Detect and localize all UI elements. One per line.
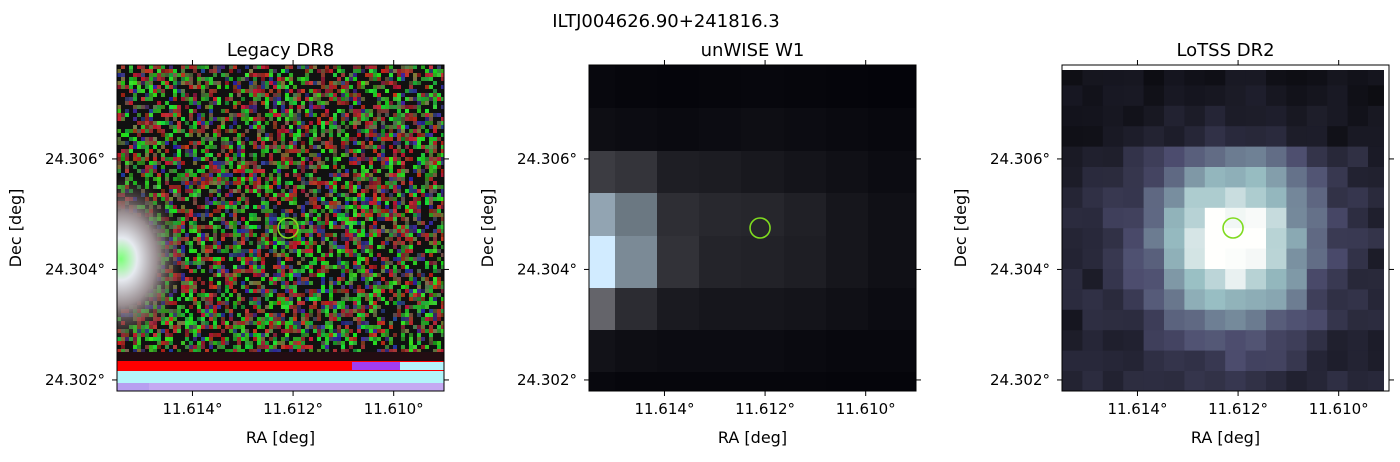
y-tick-label: 24.306°	[990, 150, 1050, 168]
x-tick-label: 11.612°	[263, 400, 323, 418]
x-tick-label: 11.610°	[1309, 400, 1369, 418]
source-marker	[749, 217, 771, 239]
x-tick-label: 11.612°	[1208, 400, 1268, 418]
panel-title: unWISE W1	[701, 40, 805, 61]
panel-1: 11.614° 11.612° 11.610° 24.302° 24.304° 24.30…	[6, 40, 449, 447]
axes-frame	[1061, 64, 1390, 392]
panel-image	[117, 65, 444, 391]
y-tick-label: 24.302°	[990, 371, 1050, 389]
y-tick-label: 24.304°	[45, 260, 105, 278]
x-tick-label: 11.610°	[836, 400, 896, 418]
x-axis-label: RA [deg]	[1191, 428, 1260, 447]
y-tick-label: 24.302°	[45, 371, 105, 389]
panel-image	[1062, 65, 1389, 391]
y-tick-label: 24.302°	[517, 371, 577, 389]
panel-3: 11.614° 11.612° 11.610° 24.302° 24.304° 24.30…	[951, 40, 1394, 447]
y-axis-label: Dec [deg]	[951, 189, 970, 268]
y-axis-label: Dec [deg]	[478, 189, 497, 268]
source-marker	[277, 217, 299, 239]
y-axis-label: Dec [deg]	[6, 189, 25, 268]
y-tick-label: 24.304°	[517, 260, 577, 278]
y-tick-label: 24.306°	[517, 150, 577, 168]
panel-title: Legacy DR8	[227, 40, 334, 61]
x-tick-label: 11.612°	[735, 400, 795, 418]
figure-suptitle: ILTJ004626.90+241816.3	[552, 11, 779, 32]
source-marker	[1222, 217, 1244, 239]
x-axis-label: RA [deg]	[246, 428, 315, 447]
axes-frame	[588, 64, 917, 392]
panel-image	[589, 65, 916, 391]
y-tick-label: 24.306°	[45, 150, 105, 168]
x-tick-label: 11.614°	[634, 400, 694, 418]
x-tick-label: 11.614°	[162, 400, 222, 418]
panel-title: LoTSS DR2	[1176, 40, 1274, 61]
x-axis-label: RA [deg]	[718, 428, 787, 447]
x-tick-label: 11.614°	[1107, 400, 1167, 418]
panel-2: 11.614° 11.612° 11.610° 24.302° 24.304° 24.30…	[478, 40, 921, 447]
y-tick-label: 24.304°	[990, 260, 1050, 278]
axes-frame	[116, 64, 445, 392]
x-tick-label: 11.610°	[364, 400, 424, 418]
